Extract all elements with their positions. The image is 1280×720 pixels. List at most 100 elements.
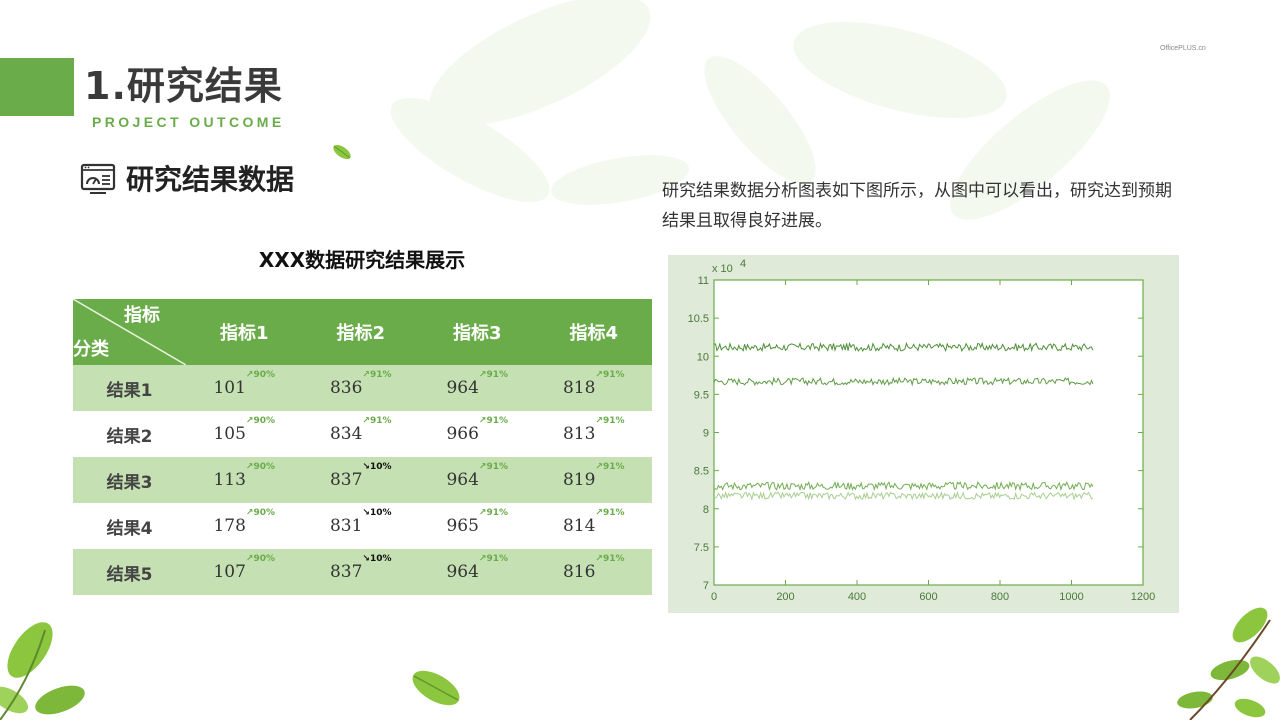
chart-panel: 0 200 400 600 800 1000 1200 7 7.5 8 8.5 9 9.5 10 10.5 1… <box>668 255 1179 613</box>
trend-up-arrow-icon: ↗ <box>245 416 254 426</box>
trend-percent: 90% <box>253 416 276 426</box>
table-cell: 113↗90% <box>186 457 303 503</box>
table-cell: 837↘10% <box>302 549 419 595</box>
cell-value: 816 <box>562 562 596 582</box>
column-header: 指标3 <box>419 299 536 365</box>
table-row: 结果4 178↗90% 831↘10% 965↗91% 814↗91% <box>73 503 652 549</box>
page-title: 1.研究结果 <box>84 64 283 108</box>
trend-percent: 90% <box>253 462 276 472</box>
trend-up-arrow-icon: ↗ <box>478 554 487 564</box>
column-header: 指标2 <box>302 299 419 365</box>
table-cell: 819↗91% <box>535 457 652 503</box>
trend-percent: 91% <box>602 508 625 518</box>
y-tick-label: 10.5 <box>688 313 709 325</box>
table-cell: 965↗91% <box>419 503 536 549</box>
trend-up-arrow-icon: ↗ <box>245 554 254 564</box>
table-title: XXX数据研究结果展示 <box>258 248 466 272</box>
cell-value: 819 <box>562 470 596 490</box>
table-row: 结果3 113↗90% 837↘10% 964↗91% 819↗91% <box>73 457 652 503</box>
results-table: 指标 分类 指标1 指标2 指标3 指标4 结果1 101↗90% 836↗91% 9… <box>73 299 652 595</box>
trend-percent: 91% <box>486 416 509 426</box>
row-label: 结果3 <box>73 457 186 503</box>
trend-percent: 90% <box>253 508 276 518</box>
x-tick-label: 1000 <box>1059 591 1083 603</box>
table-cell: 837↘10% <box>302 457 419 503</box>
trend-percent: 91% <box>602 370 625 380</box>
corner-label-category: 分类 <box>73 339 109 360</box>
series-line <box>713 480 1094 492</box>
y-tick-label: 11 <box>698 275 709 287</box>
trend-percent: 91% <box>602 416 625 426</box>
small-leaf-icon <box>333 144 351 160</box>
trend-percent: 91% <box>369 370 392 380</box>
cell-value: 837 <box>329 562 363 582</box>
trend-percent: 91% <box>602 554 625 564</box>
table-cell: 966↗91% <box>419 411 536 457</box>
trend-up-arrow-icon: ↗ <box>595 370 603 380</box>
trend-up-arrow-icon: ↗ <box>478 416 487 426</box>
cell-value: 113 <box>213 470 246 490</box>
x-tick-label: 800 <box>991 591 1009 603</box>
leaf-bottom-center <box>412 670 460 706</box>
cell-value: 964 <box>446 470 479 490</box>
cell-value: 834 <box>329 424 363 444</box>
series-line <box>713 376 1094 387</box>
trend-percent: 91% <box>369 416 392 426</box>
cell-value: 105 <box>213 424 246 444</box>
y-tick-label: 7 <box>703 580 709 592</box>
y-multiplier-exponent: 4 <box>740 258 746 270</box>
column-header: 指标1 <box>186 299 303 365</box>
trend-up-arrow-icon: ↗ <box>478 462 487 472</box>
x-tick-label: 600 <box>919 591 937 603</box>
trend-percent: 10% <box>369 508 392 518</box>
x-tick-label: 400 <box>848 591 866 603</box>
cell-value: 964 <box>446 562 479 582</box>
row-label: 结果1 <box>73 365 186 411</box>
table-cell: 834↗91% <box>302 411 419 457</box>
trend-up-arrow-icon: ↗ <box>362 370 370 380</box>
table-cell: 816↗91% <box>535 549 652 595</box>
y-tick-label: 9.5 <box>694 389 709 401</box>
cell-value: 814 <box>562 516 596 536</box>
trend-up-arrow-icon: ↗ <box>478 508 487 518</box>
table-row: 结果1 101↗90% 836↗91% 964↗91% 818↗91% <box>73 365 652 411</box>
y-tick-label: 8.5 <box>694 466 709 478</box>
table-cell: 813↗91% <box>535 411 652 457</box>
trend-percent: 10% <box>369 462 392 472</box>
table-cell: 818↗91% <box>535 365 652 411</box>
table-cell: 964↗91% <box>419 457 536 503</box>
chart-description: 研究结果数据分析图表如下图所示，从图中可以看出，研究达到预期结果且取得良好进展。 <box>662 181 1172 231</box>
trend-up-arrow-icon: ↗ <box>595 462 603 472</box>
table-cell: 831↘10% <box>302 503 419 549</box>
trend-up-arrow-icon: ↗ <box>362 416 370 426</box>
page-subtitle: PROJECT OUTCOME <box>92 114 285 130</box>
cell-value: 818 <box>562 378 596 398</box>
title-accent-bar <box>0 58 74 116</box>
trend-up-arrow-icon: ↗ <box>245 508 254 518</box>
table-row: 结果2 105↗90% 834↗91% 966↗91% 813↗91% <box>73 411 652 457</box>
trend-down-arrow-icon: ↘ <box>362 462 370 472</box>
table-cell: 964↗91% <box>419 549 536 595</box>
section-heading: 研究结果数据 <box>126 163 295 196</box>
row-label: 结果4 <box>73 503 186 549</box>
cell-value: 813 <box>562 424 596 444</box>
y-tick-label: 10 <box>697 351 709 363</box>
cell-value: 836 <box>329 378 363 398</box>
column-header: 指标4 <box>535 299 652 365</box>
cell-value: 101 <box>213 378 246 398</box>
trend-up-arrow-icon: ↗ <box>478 370 487 380</box>
table-cell: 964↗91% <box>419 365 536 411</box>
cell-value: 107 <box>213 562 246 582</box>
series-line <box>714 490 1094 501</box>
corner-diagonal-line <box>73 299 186 365</box>
table-cell: 178↗90% <box>186 503 303 549</box>
line-chart: 0 200 400 600 800 1000 1200 7 7.5 8 8.5 9 9.5 10 10.5 1… <box>688 258 1156 603</box>
row-label: 结果2 <box>73 411 186 457</box>
table-cell: 101↗90% <box>186 365 303 411</box>
table-cell: 107↗90% <box>186 549 303 595</box>
y-multiplier-label: x 10 <box>712 263 733 275</box>
table-cell: 105↗90% <box>186 411 303 457</box>
trend-percent: 91% <box>486 462 509 472</box>
table-cell: 814↗91% <box>535 503 652 549</box>
